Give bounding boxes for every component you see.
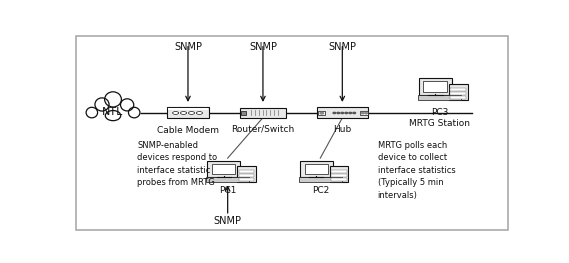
FancyBboxPatch shape	[360, 111, 368, 115]
FancyBboxPatch shape	[241, 111, 246, 115]
FancyBboxPatch shape	[451, 96, 467, 99]
Circle shape	[337, 112, 340, 114]
Circle shape	[196, 112, 203, 114]
Text: NTL: NTL	[102, 107, 123, 117]
Ellipse shape	[129, 107, 140, 118]
FancyBboxPatch shape	[238, 170, 254, 173]
FancyBboxPatch shape	[299, 177, 341, 182]
Circle shape	[333, 112, 336, 114]
Text: PC3
MRTG Station: PC3 MRTG Station	[409, 108, 470, 128]
Circle shape	[180, 112, 187, 114]
FancyBboxPatch shape	[331, 174, 347, 176]
FancyBboxPatch shape	[317, 107, 368, 118]
FancyBboxPatch shape	[238, 178, 254, 180]
FancyBboxPatch shape	[300, 160, 333, 176]
FancyBboxPatch shape	[240, 108, 286, 118]
Circle shape	[341, 112, 344, 114]
FancyBboxPatch shape	[423, 81, 447, 92]
FancyBboxPatch shape	[207, 177, 249, 182]
FancyBboxPatch shape	[451, 88, 467, 90]
FancyBboxPatch shape	[305, 164, 328, 174]
Circle shape	[345, 112, 348, 114]
Text: PC1: PC1	[219, 186, 236, 195]
Text: SNMP: SNMP	[214, 216, 242, 226]
FancyBboxPatch shape	[76, 36, 508, 230]
Text: Cable Modem: Cable Modem	[157, 126, 219, 135]
Circle shape	[172, 112, 179, 114]
FancyBboxPatch shape	[212, 164, 236, 174]
FancyBboxPatch shape	[167, 107, 209, 118]
Text: SNMP: SNMP	[328, 42, 356, 52]
Ellipse shape	[95, 98, 109, 111]
Text: SNMP: SNMP	[174, 42, 202, 52]
Ellipse shape	[121, 99, 134, 111]
Ellipse shape	[105, 110, 121, 121]
FancyBboxPatch shape	[331, 170, 347, 173]
Text: SNMP-enabled
devices respond to
interface statistic
probes from MRTG: SNMP-enabled devices respond to interfac…	[137, 141, 217, 188]
Text: Hub: Hub	[333, 125, 352, 134]
Text: PC2: PC2	[312, 186, 329, 195]
Text: SNMP: SNMP	[249, 42, 277, 52]
FancyBboxPatch shape	[318, 111, 325, 115]
Ellipse shape	[86, 107, 98, 118]
Circle shape	[320, 112, 324, 114]
FancyBboxPatch shape	[449, 84, 468, 100]
Circle shape	[349, 112, 352, 114]
Text: MRTG polls each
device to collect
interface statistics
(Typically 5 min
interval: MRTG polls each device to collect interf…	[378, 141, 455, 200]
FancyBboxPatch shape	[418, 95, 461, 100]
Text: Router/Switch: Router/Switch	[232, 125, 295, 134]
Circle shape	[365, 113, 368, 114]
FancyBboxPatch shape	[207, 160, 240, 176]
Circle shape	[188, 112, 195, 114]
FancyBboxPatch shape	[329, 166, 348, 182]
FancyBboxPatch shape	[331, 178, 347, 180]
Circle shape	[361, 113, 364, 114]
FancyBboxPatch shape	[451, 92, 467, 94]
FancyBboxPatch shape	[238, 174, 254, 176]
FancyBboxPatch shape	[419, 78, 452, 94]
Circle shape	[353, 112, 356, 114]
FancyBboxPatch shape	[237, 166, 255, 182]
Ellipse shape	[105, 92, 121, 107]
